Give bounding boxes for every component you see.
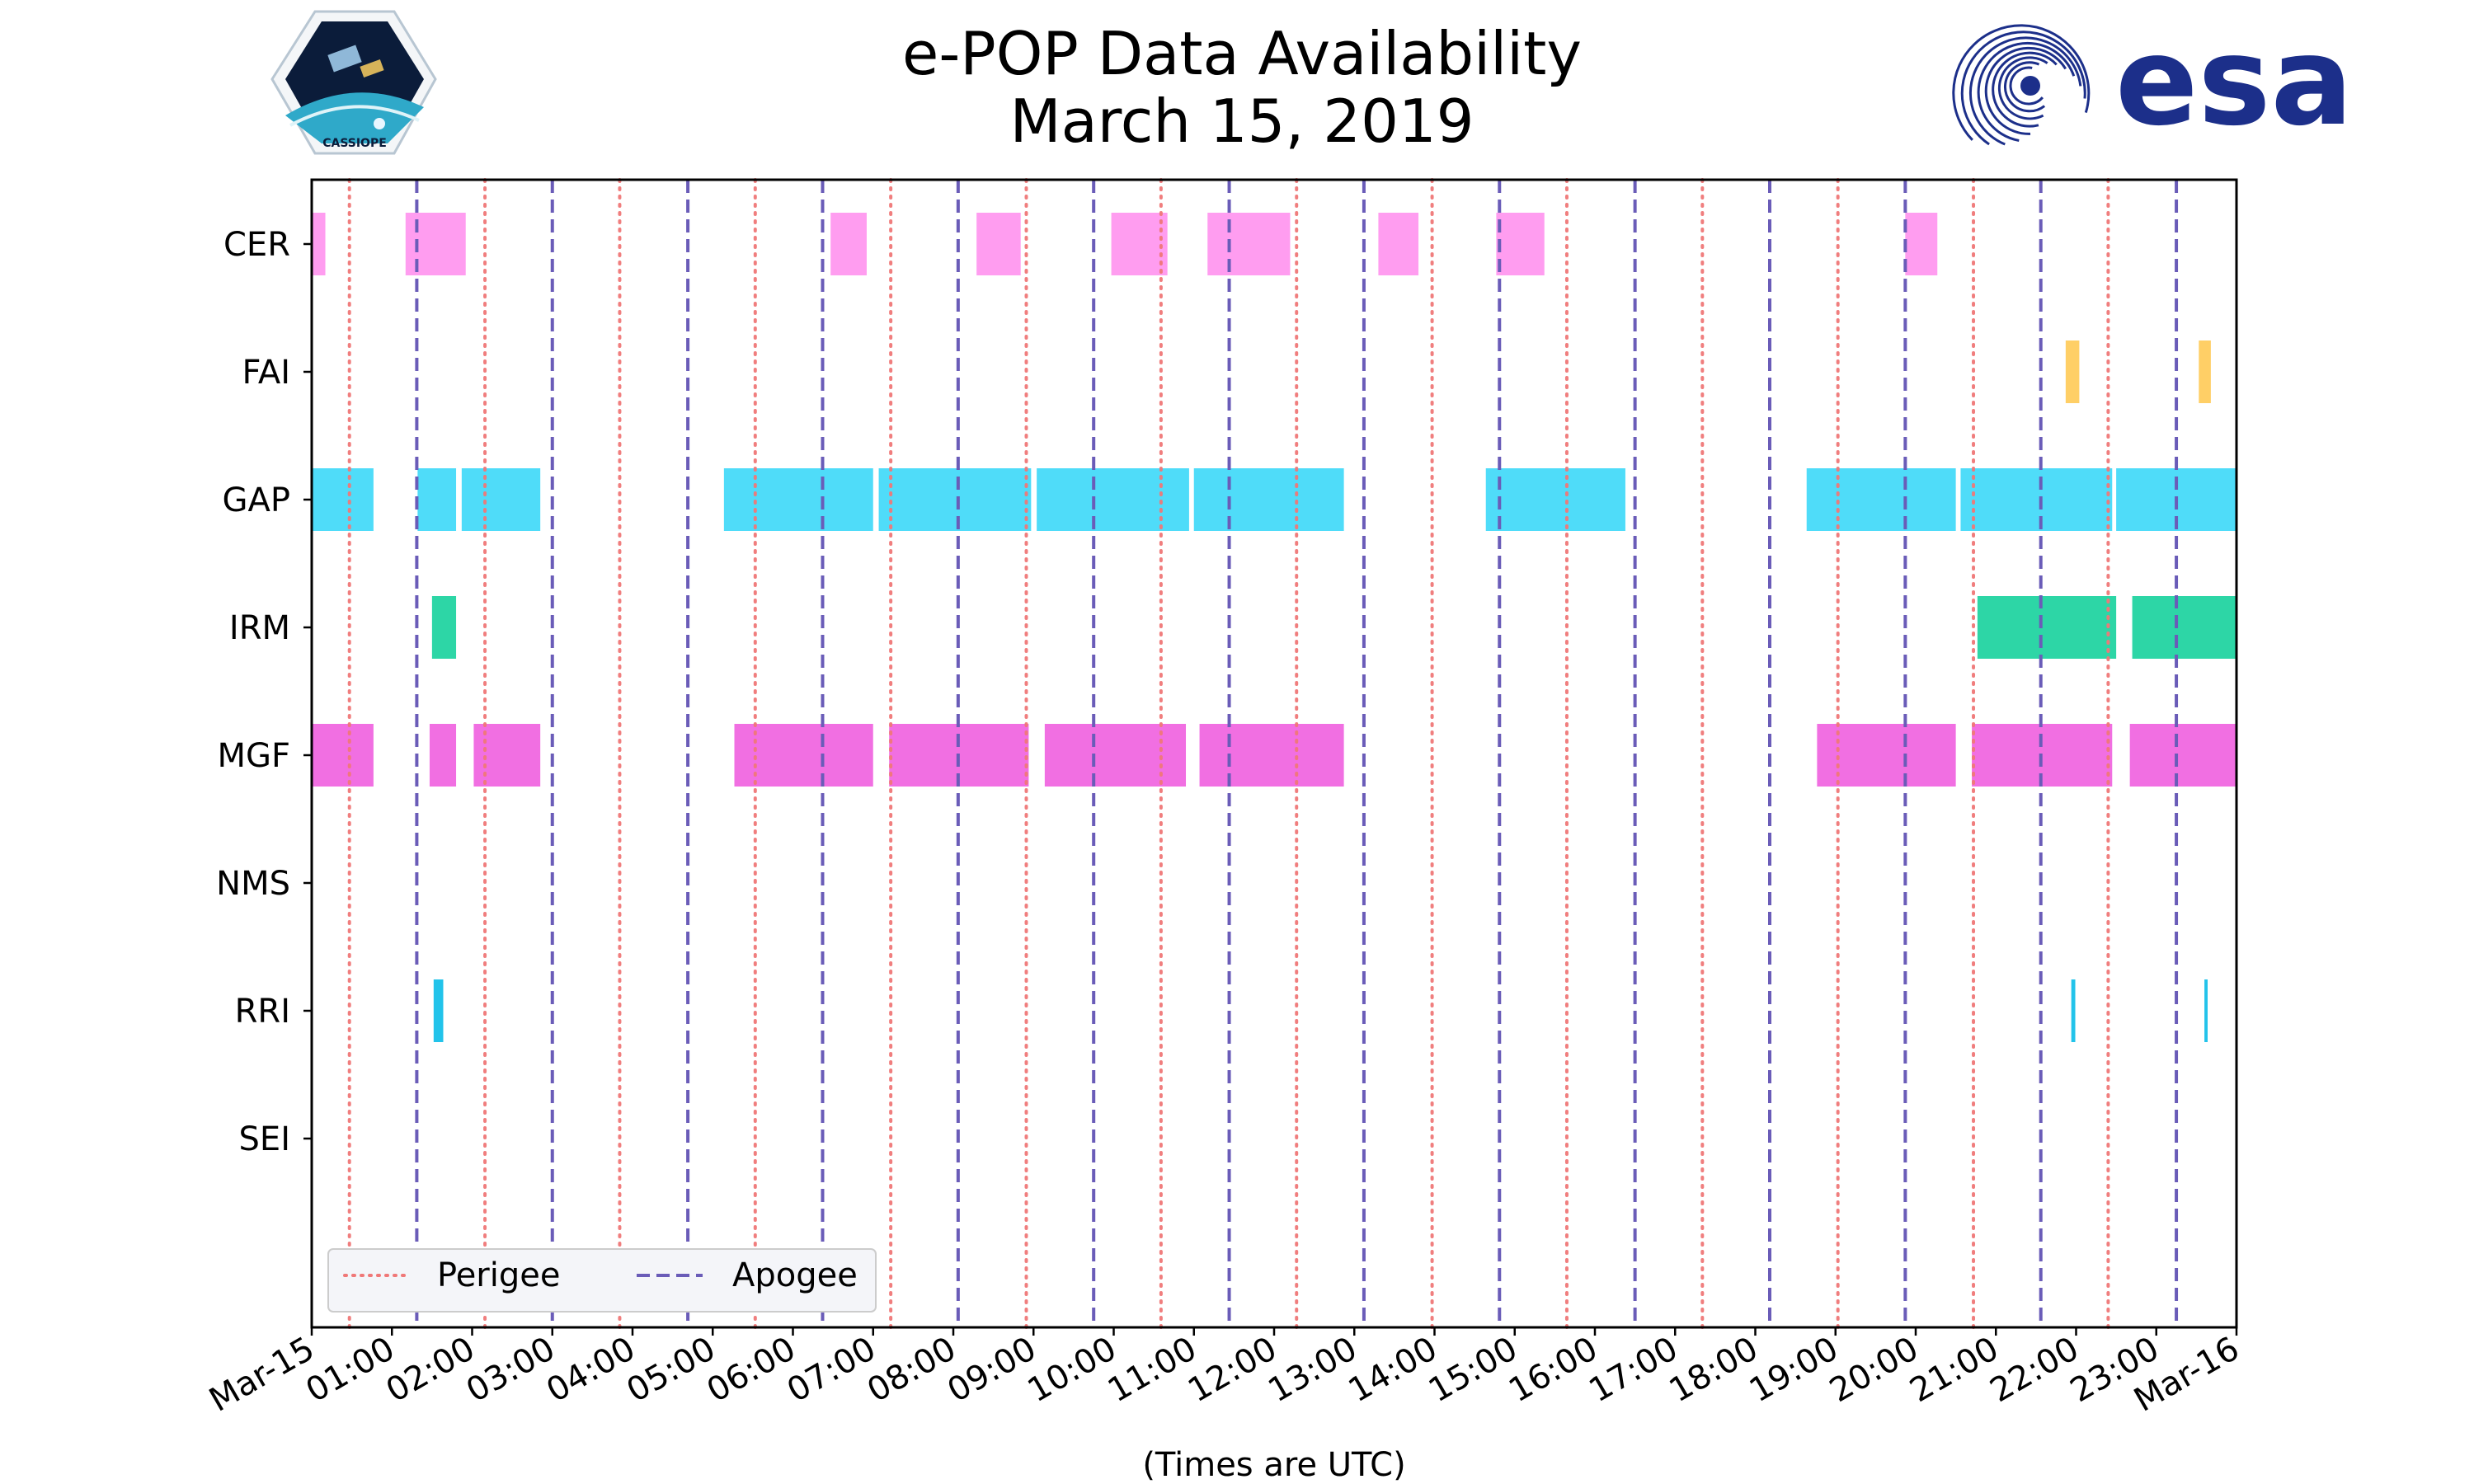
x-tick-label: 12:00	[1182, 1330, 1283, 1410]
bar-rri	[2071, 979, 2076, 1042]
bar-rri	[433, 979, 444, 1042]
bar-gap	[1037, 468, 1189, 531]
y-tick-label: IRM	[229, 609, 290, 647]
legend: Perigee Apogee	[327, 1248, 877, 1313]
bar-gap	[1960, 468, 2113, 531]
x-axis-label: (Times are UTC)	[1142, 1446, 1405, 1484]
cassiope-logo-text: CASSIOPE	[322, 137, 387, 150]
y-tick-label: GAP	[223, 481, 290, 519]
y-tick-label: MGF	[217, 737, 290, 775]
bar-fai	[2065, 340, 2080, 403]
bar-mgf	[1044, 724, 1187, 787]
x-tick-label: 01:00	[299, 1330, 401, 1410]
bar-cer	[1905, 213, 1938, 275]
x-tick-label: 08:00	[861, 1330, 962, 1410]
x-tick-label: 19:00	[1743, 1330, 1845, 1410]
bar-gap	[1193, 468, 1344, 531]
x-tick-label: 18:00	[1663, 1330, 1765, 1410]
x-tick-label: 02:00	[380, 1330, 482, 1410]
y-tick-label: FAI	[242, 354, 291, 392]
bar-mgf	[429, 724, 457, 787]
bar-mgf	[2129, 724, 2236, 787]
bar-irm	[1977, 596, 2117, 659]
x-tick-label: 17:00	[1583, 1330, 1684, 1410]
orbit-event-lines	[347, 178, 2179, 1329]
bar-mgf	[1817, 724, 1956, 787]
bar-gap	[1806, 468, 1956, 531]
bar-mgf	[734, 724, 873, 787]
cassiope-logo: CASSIOPE	[270, 10, 437, 155]
bar-gap	[878, 468, 1032, 531]
x-tick-label: 14:00	[1343, 1330, 1444, 1410]
esa-swirl-icon	[1952, 24, 2091, 162]
x-tick-label: 16:00	[1503, 1330, 1604, 1410]
bar-cer	[976, 213, 1021, 275]
y-axis: CER FAI GAP IRM MGF NMS RRI SEI	[216, 226, 312, 1158]
bar-gap	[417, 468, 457, 531]
esa-swirl-arc	[1952, 24, 2091, 162]
esa-logo: esa	[1952, 11, 2353, 162]
bar-gap	[312, 468, 374, 531]
x-tick-label: 21:00	[1903, 1330, 2005, 1410]
bar-rri	[2204, 979, 2208, 1042]
bar-mgf	[1199, 724, 1344, 787]
x-tick-label: 09:00	[941, 1330, 1042, 1410]
x-tick-label: 07:00	[781, 1330, 882, 1410]
x-tick-label: 20:00	[1823, 1330, 1925, 1410]
legend-box	[327, 1248, 877, 1313]
availability-bars	[312, 213, 2236, 1042]
bar-cer	[312, 213, 326, 275]
x-tick-label: 06:00	[701, 1330, 802, 1410]
y-tick-label: SEI	[239, 1120, 290, 1158]
esa-logo-text: esa	[2115, 11, 2353, 153]
esa-swirl-core	[2020, 76, 2040, 96]
bar-fai	[2199, 340, 2211, 403]
legend-perigee-label: Perigee	[437, 1256, 560, 1294]
legend-apogee-label: Apogee	[732, 1256, 858, 1294]
y-tick-label: CER	[223, 226, 290, 264]
bar-mgf	[312, 724, 374, 787]
y-tick-label: NMS	[216, 865, 290, 903]
bar-gap	[1485, 468, 1625, 531]
bar-irm	[431, 596, 457, 659]
x-tick-label: 11:00	[1102, 1330, 1203, 1410]
bar-gap	[461, 468, 541, 531]
chart-subtitle: March 15, 2019	[1010, 87, 1475, 156]
esa-swirl-arc	[1960, 31, 2086, 157]
bar-cer	[405, 213, 466, 275]
esa-swirl-arc	[1984, 46, 2073, 135]
y-tick-label: RRI	[235, 993, 290, 1031]
x-tick-label: 04:00	[540, 1330, 642, 1410]
x-axis: Mar-1501:0002:0003:0004:0005:0006:0007:0…	[203, 1327, 2246, 1420]
bar-cer	[1378, 213, 1419, 275]
bar-cer	[830, 213, 867, 275]
bar-gap	[723, 468, 873, 531]
bar-cer	[1111, 213, 1168, 275]
chart-title: e-POP Data Availability	[902, 19, 1582, 88]
bar-cer	[1496, 213, 1545, 275]
x-tick-label: 05:00	[620, 1330, 722, 1410]
x-tick-label: 22:00	[1984, 1330, 2086, 1410]
x-tick-label: 10:00	[1022, 1330, 1123, 1410]
x-tick-label: 13:00	[1262, 1330, 1363, 1410]
bar-cer	[1207, 213, 1291, 275]
plot-frame	[310, 178, 2238, 1329]
esa-swirl-arc	[1992, 51, 2068, 128]
x-tick-label: 15:00	[1423, 1330, 1524, 1410]
x-tick-label: 03:00	[460, 1330, 562, 1410]
bar-irm	[2132, 596, 2236, 659]
